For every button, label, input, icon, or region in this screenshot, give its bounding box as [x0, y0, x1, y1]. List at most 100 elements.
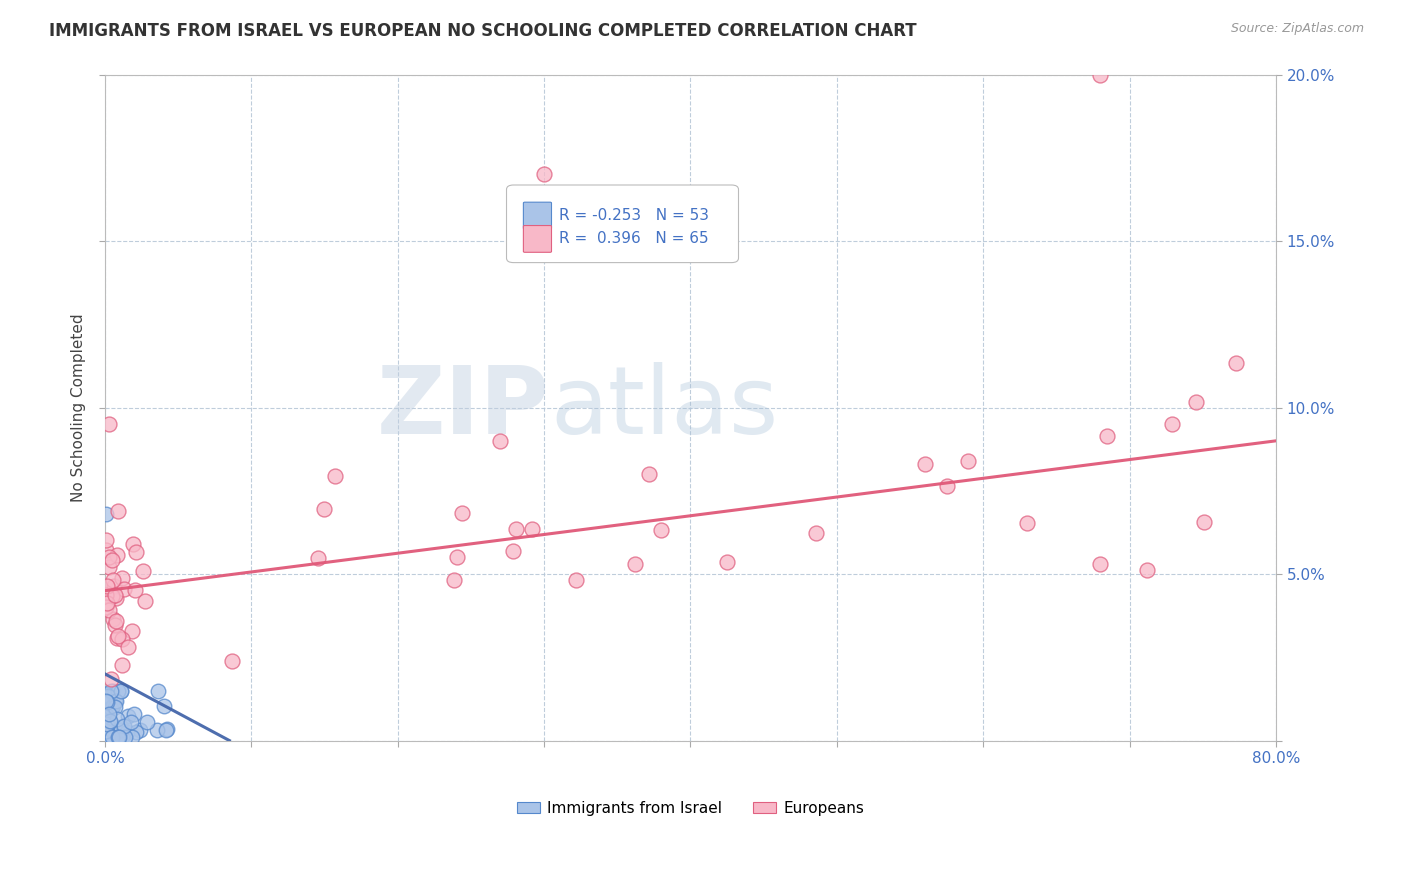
- Point: [100, 730, 122, 744]
- Point: [121, 730, 143, 744]
- Point: [110, 723, 132, 737]
- Point: [443, 573, 465, 587]
- Point: [101, 552, 124, 566]
- Point: [101, 573, 124, 587]
- Point: [505, 522, 527, 536]
- Point: [114, 582, 136, 596]
- Point: [564, 574, 586, 588]
- Point: [107, 548, 129, 562]
- Point: [716, 555, 738, 569]
- Point: [97, 722, 120, 736]
- Text: ZIP: ZIP: [377, 361, 550, 453]
- Point: [1090, 557, 1112, 571]
- Point: [914, 457, 936, 471]
- Point: [107, 683, 129, 698]
- Point: [957, 453, 980, 467]
- Point: [129, 723, 152, 737]
- Point: [100, 672, 122, 686]
- Point: [522, 522, 544, 536]
- Point: [110, 721, 132, 735]
- Point: [114, 730, 136, 744]
- Point: [115, 725, 138, 739]
- Point: [624, 557, 647, 571]
- Point: [96, 707, 118, 722]
- Point: [121, 624, 143, 639]
- Point: [96, 533, 118, 547]
- Point: [146, 683, 169, 698]
- Point: [153, 698, 176, 713]
- Point: [221, 654, 243, 668]
- Point: [533, 168, 555, 182]
- Point: [650, 523, 672, 537]
- Point: [1225, 356, 1247, 370]
- Point: [98, 603, 121, 617]
- Point: [323, 468, 346, 483]
- Point: [97, 730, 120, 744]
- Point: [112, 719, 135, 733]
- Point: [103, 578, 125, 592]
- Point: [97, 689, 120, 703]
- Point: [101, 589, 124, 603]
- Text: R = -0.253   N = 53: R = -0.253 N = 53: [558, 208, 709, 223]
- Point: [107, 730, 129, 744]
- Point: [96, 588, 118, 602]
- Point: [146, 723, 169, 737]
- Point: [105, 631, 128, 645]
- Text: atlas: atlas: [550, 361, 778, 453]
- Point: [96, 723, 118, 738]
- Point: [1185, 395, 1208, 409]
- Point: [107, 629, 129, 643]
- Point: [502, 543, 524, 558]
- Point: [97, 730, 120, 744]
- Point: [104, 617, 127, 632]
- Legend: Immigrants from Israel, Europeans: Immigrants from Israel, Europeans: [510, 795, 870, 822]
- Point: [111, 657, 134, 672]
- Point: [1194, 515, 1216, 529]
- Point: [96, 543, 118, 558]
- Point: [314, 502, 336, 516]
- Point: [489, 434, 512, 448]
- Point: [100, 701, 122, 715]
- Point: [96, 716, 118, 731]
- Point: [97, 706, 120, 721]
- Point: [104, 614, 127, 628]
- Text: R =  0.396   N = 65: R = 0.396 N = 65: [558, 231, 709, 246]
- Point: [97, 690, 120, 705]
- Point: [1090, 68, 1112, 82]
- Text: Source: ZipAtlas.com: Source: ZipAtlas.com: [1230, 22, 1364, 36]
- Point: [117, 640, 139, 654]
- Point: [124, 545, 146, 559]
- Point: [104, 694, 127, 708]
- Point: [1160, 417, 1182, 431]
- Point: [100, 728, 122, 742]
- Point: [101, 698, 124, 713]
- Point: [1136, 563, 1159, 577]
- Point: [96, 507, 118, 521]
- Point: [124, 583, 146, 598]
- Point: [97, 728, 120, 742]
- Point: [100, 683, 122, 698]
- Point: [103, 588, 125, 602]
- Point: [806, 526, 828, 541]
- Point: [1095, 429, 1118, 443]
- Point: [132, 564, 155, 578]
- Point: [117, 709, 139, 723]
- Point: [96, 599, 118, 614]
- Point: [96, 579, 118, 593]
- Point: [155, 722, 177, 736]
- Y-axis label: No Schooling Completed: No Schooling Completed: [72, 313, 86, 502]
- Point: [107, 504, 129, 518]
- Point: [108, 730, 131, 744]
- Point: [122, 706, 145, 721]
- Point: [100, 730, 122, 744]
- Point: [110, 683, 132, 698]
- Point: [307, 550, 329, 565]
- Point: [96, 596, 118, 610]
- Point: [134, 594, 156, 608]
- Point: [110, 683, 132, 698]
- Point: [451, 506, 474, 520]
- Point: [96, 687, 118, 701]
- Point: [97, 549, 120, 564]
- Point: [111, 632, 134, 646]
- Point: [96, 695, 118, 709]
